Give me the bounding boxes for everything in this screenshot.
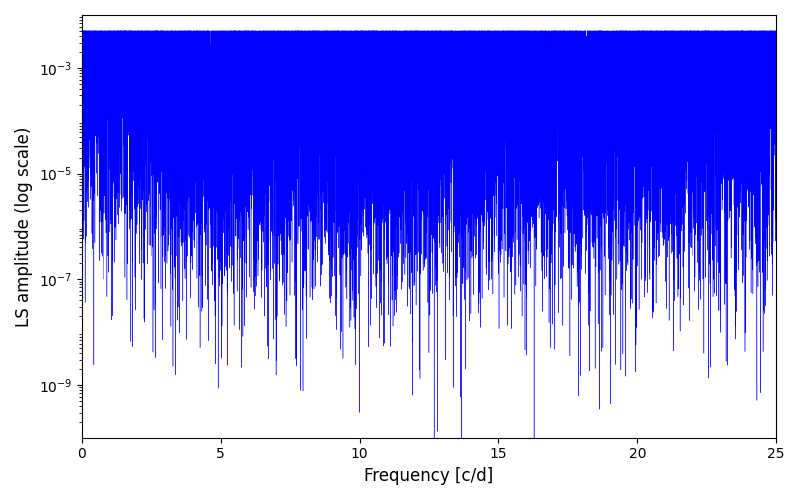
Y-axis label: LS amplitude (log scale): LS amplitude (log scale): [15, 126, 33, 326]
X-axis label: Frequency [c/d]: Frequency [c/d]: [364, 467, 494, 485]
